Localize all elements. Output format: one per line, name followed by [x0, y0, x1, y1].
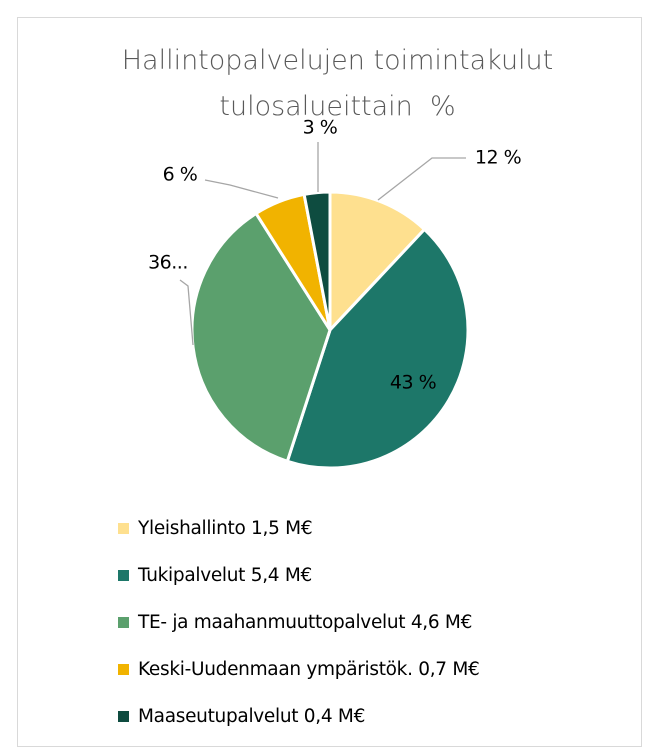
legend-swatch — [118, 570, 129, 581]
legend-label: Keski-Uudenmaan ympäristök. 0,7 M€ — [138, 659, 480, 680]
legend-swatch — [118, 711, 129, 722]
leader-line — [204, 179, 279, 199]
legend-item: Keski-Uudenmaan ympäristök. 0,7 M€ — [118, 646, 480, 693]
data-label: 36... — [148, 252, 188, 274]
pie-slice — [190, 211, 332, 464]
data-label: 12 % — [475, 147, 521, 169]
legend-item: Yleishallinto 1,5 M€ — [118, 505, 480, 552]
data-label: 43 % — [390, 372, 436, 394]
data-label: 3 % — [303, 117, 338, 139]
leader-line — [179, 279, 194, 346]
legend-item: TE- ja maahanmuuttopalvelut 4,6 M€ — [118, 599, 480, 646]
legend-item: Maaseutupalvelut 0,4 M€ — [118, 693, 480, 740]
pie-slice — [328, 190, 427, 334]
pie-slice — [285, 227, 470, 470]
legend: Yleishallinto 1,5 M€ Tukipalvelut 5,4 M€ T… — [118, 505, 480, 740]
legend-label: Yleishallinto 1,5 M€ — [138, 518, 313, 539]
legend-swatch — [118, 523, 129, 534]
legend-label: Maaseutupalvelut 0,4 M€ — [138, 706, 366, 727]
pie-slice — [302, 190, 332, 331]
leader-line — [377, 157, 466, 201]
chart-title: Hallintopalvelujen toimintakulut tulosal… — [121, 45, 562, 122]
legend-label: Tukipalvelut 5,4 M€ — [138, 565, 312, 586]
legend-item: Tukipalvelut 5,4 M€ — [118, 552, 480, 599]
legend-swatch — [118, 664, 129, 675]
legend-swatch — [118, 617, 129, 628]
data-label: 6 % — [163, 164, 198, 186]
legend-label: TE- ja maahanmuuttopalvelut 4,6 M€ — [138, 612, 473, 633]
